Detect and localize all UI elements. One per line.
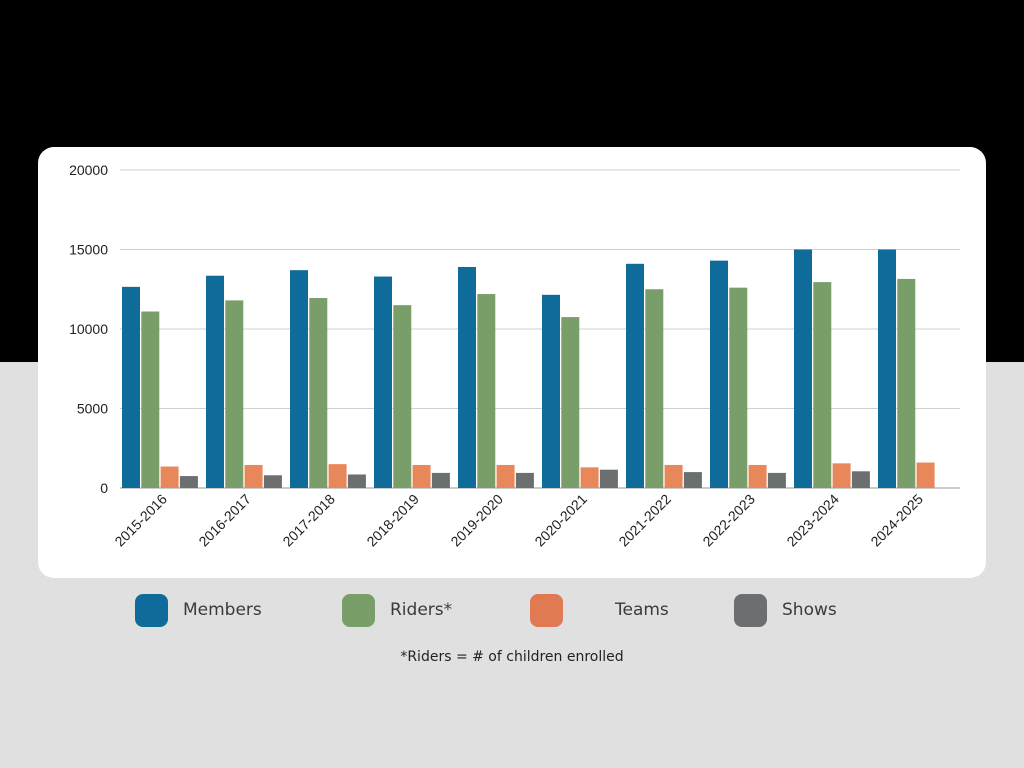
bar-riders-2015-2016 <box>141 311 160 488</box>
y-tick-label: 15000 <box>69 242 108 258</box>
bar-teams-2023-2024 <box>832 463 851 488</box>
x-tick-label: 2023-2024 <box>783 491 842 550</box>
bar-teams-2022-2023 <box>748 464 767 488</box>
x-tick-label: 2021-2022 <box>615 491 674 550</box>
bar-shows-2018-2019 <box>431 472 450 488</box>
bar-shows-2015-2016 <box>179 476 198 488</box>
bar-riders-2023-2024 <box>813 282 832 488</box>
x-tick-label: 2015-2016 <box>111 491 170 550</box>
bar-teams-2019-2020 <box>496 464 515 488</box>
bar-shows-2021-2022 <box>683 472 702 488</box>
bar-members-2021-2022 <box>626 263 644 488</box>
bar-riders-2018-2019 <box>393 305 412 488</box>
bar-riders-2021-2022 <box>645 289 664 488</box>
bar-members-2022-2023 <box>710 260 728 488</box>
bar-shows-2022-2023 <box>767 472 786 488</box>
x-tick-label: 2024-2025 <box>867 491 926 550</box>
bar-riders-2016-2017 <box>225 300 244 488</box>
bar-riders-2024-2025 <box>897 278 916 488</box>
legend-swatch-shows <box>734 593 767 627</box>
x-tick-label: 2019-2020 <box>447 491 506 550</box>
bar-teams-2017-2018 <box>328 464 347 488</box>
y-tick-label: 20000 <box>69 162 108 178</box>
legend-swatch-members <box>135 593 168 627</box>
bar-teams-2018-2019 <box>412 464 431 488</box>
bar-members-2020-2021 <box>542 294 560 488</box>
bar-members-2019-2020 <box>458 266 476 488</box>
bar-riders-2020-2021 <box>561 317 580 488</box>
legend-item-members: Members <box>135 592 262 628</box>
gridlines <box>120 169 960 489</box>
bar-riders-2017-2018 <box>309 297 328 488</box>
y-tick-label: 10000 <box>69 321 108 337</box>
bar-members-2023-2024 <box>794 249 812 488</box>
y-axis-ticks: 0 5000 10000 15000 20000 <box>69 162 108 496</box>
bar-shows-2023-2024 <box>851 471 870 488</box>
bar-teams-2015-2016 <box>160 466 179 488</box>
bar-riders-2019-2020 <box>477 294 496 488</box>
bar-shows-2020-2021 <box>599 469 618 488</box>
x-axis-ticks: 2015-2016 2016-2017 2017-2018 2018-2019 2019… <box>111 491 926 550</box>
legend-label-shows: Shows <box>782 600 837 620</box>
bar-teams-2021-2022 <box>664 464 683 488</box>
bar-members-2016-2017 <box>206 275 224 488</box>
bar-shows-2017-2018 <box>347 474 366 488</box>
bar-members-2015-2016 <box>122 286 140 488</box>
bar-shows-2016-2017 <box>263 475 282 488</box>
x-tick-label: 2016-2017 <box>195 491 254 550</box>
legend-swatch-riders <box>342 593 375 627</box>
bar-teams-2016-2017 <box>244 464 263 488</box>
y-tick-label: 0 <box>100 480 108 496</box>
legend-item-riders: Riders* <box>342 592 452 628</box>
x-tick-label: 2022-2023 <box>699 491 758 550</box>
bar-members-2017-2018 <box>290 270 308 488</box>
legend-label-riders: Riders* <box>390 600 453 620</box>
legend-item-shows: Shows <box>734 592 837 628</box>
bar-members-2024-2025 <box>878 249 896 488</box>
bar-riders-2022-2023 <box>729 287 748 488</box>
bar-teams-2020-2021 <box>580 467 599 488</box>
legend-item-teams: Teams <box>530 592 669 628</box>
bar-members-2018-2019 <box>374 276 392 488</box>
legend-label-members: Members <box>183 600 262 620</box>
bars <box>122 249 935 488</box>
legend-swatch-teams <box>530 593 563 627</box>
x-tick-label: 2020-2021 <box>531 491 590 550</box>
bar-teams-2024-2025 <box>916 462 935 488</box>
x-tick-label: 2018-2019 <box>363 491 422 550</box>
x-tick-label: 2017-2018 <box>279 491 338 550</box>
footnote: *Riders = # of children enrolled <box>400 649 624 665</box>
legend: Members Riders* Teams Shows <box>0 592 1024 632</box>
y-tick-label: 5000 <box>77 401 108 417</box>
legend-label-teams: Teams <box>615 600 669 620</box>
bar-shows-2019-2020 <box>515 472 534 488</box>
